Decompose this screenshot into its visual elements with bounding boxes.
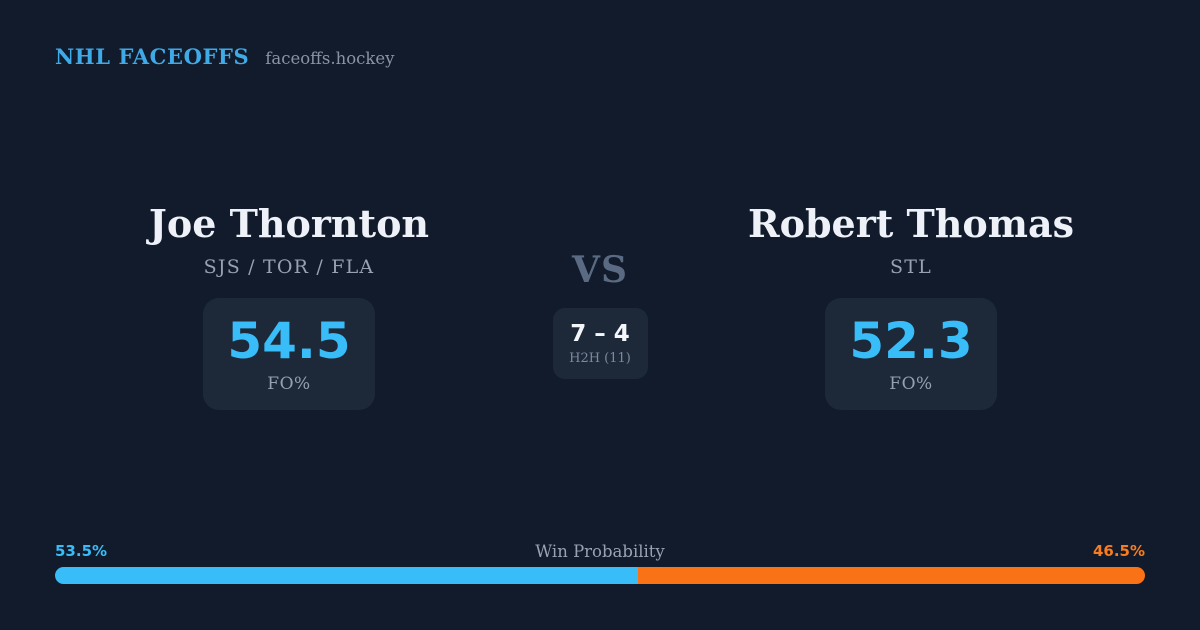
win-probability-bar bbox=[55, 567, 1145, 584]
brand-site-url: faceoffs.hockey bbox=[265, 49, 395, 68]
win-probability-left-pct: 53.5% bbox=[55, 542, 108, 560]
player-left-faceoff-pct: 54.5 bbox=[227, 311, 351, 370]
player-left-teams: SJS / TOR / FLA bbox=[203, 256, 375, 278]
player-right-column: Robert Thomas STL 52.3 FO% bbox=[711, 205, 1111, 410]
win-probability-right-pct: 46.5% bbox=[1092, 542, 1145, 560]
player-left-name: Joe Thornton bbox=[148, 201, 430, 246]
win-bar-right-segment bbox=[638, 567, 1145, 584]
player-left-stat-card: 54.5 FO% bbox=[203, 298, 375, 410]
brand-title: NHL FACEOFFS bbox=[55, 44, 250, 69]
h2h-card: 7 – 4 H2H (11) bbox=[552, 308, 648, 379]
header: NHL FACEOFFS faceoffs.hockey bbox=[55, 44, 395, 69]
player-right-name: Robert Thomas bbox=[748, 201, 1074, 246]
h2h-label: H2H (11) bbox=[569, 350, 631, 366]
h2h-score: 7 – 4 bbox=[570, 320, 630, 347]
player-left-stat-label: FO% bbox=[267, 373, 311, 394]
win-probability-labels: 53.5% Win Probability 46.5% bbox=[55, 542, 1145, 562]
matchup-center-column: VS 7 – 4 H2H (11) bbox=[500, 252, 700, 379]
player-left-column: Joe Thornton SJS / TOR / FLA 54.5 FO% bbox=[89, 205, 489, 410]
win-probability-title: Win Probability bbox=[535, 542, 665, 561]
player-right-faceoff-pct: 52.3 bbox=[849, 311, 973, 370]
player-right-teams: STL bbox=[890, 256, 932, 278]
win-bar-left-segment bbox=[55, 567, 639, 584]
vs-label: VS bbox=[572, 249, 628, 291]
player-right-stat-card: 52.3 FO% bbox=[825, 298, 997, 410]
player-right-stat-label: FO% bbox=[889, 373, 933, 394]
